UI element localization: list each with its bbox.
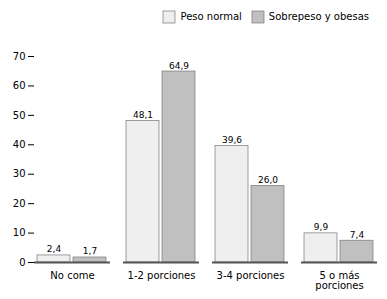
svg-text:40: 40 xyxy=(13,139,26,150)
svg-text:7,4: 7,4 xyxy=(350,230,365,240)
svg-text:26,0: 26,0 xyxy=(258,175,278,185)
svg-text:60: 60 xyxy=(13,80,26,91)
html-text:Peso normal: Peso normal xyxy=(180,11,242,22)
html-text:Sobrepeso y obesas: Sobrepeso y obesas xyxy=(268,11,369,22)
svg-text:0: 0 xyxy=(19,257,25,268)
svg-text:64,9: 64,9 xyxy=(169,61,189,71)
svg-text:50: 50 xyxy=(13,110,26,121)
svg-text:1,7: 1,7 xyxy=(83,246,97,256)
svg-text:30: 30 xyxy=(13,168,26,179)
svg-text:20: 20 xyxy=(13,198,26,209)
svg-text:5 o másporciones: 5 o másporciones xyxy=(315,270,363,291)
svg-text:2,4: 2,4 xyxy=(47,244,62,254)
svg-text:48,1: 48,1 xyxy=(133,110,153,120)
svg-text:No come: No come xyxy=(50,270,94,281)
svg-text:10: 10 xyxy=(13,227,26,238)
svg-text:39,6: 39,6 xyxy=(222,135,242,145)
svg-text:3-4 porciones: 3-4 porciones xyxy=(217,270,285,281)
svg-text:1-2 porciones: 1-2 porciones xyxy=(128,270,196,281)
svg-text:70: 70 xyxy=(13,51,26,62)
svg-text:9,9: 9,9 xyxy=(314,222,329,232)
